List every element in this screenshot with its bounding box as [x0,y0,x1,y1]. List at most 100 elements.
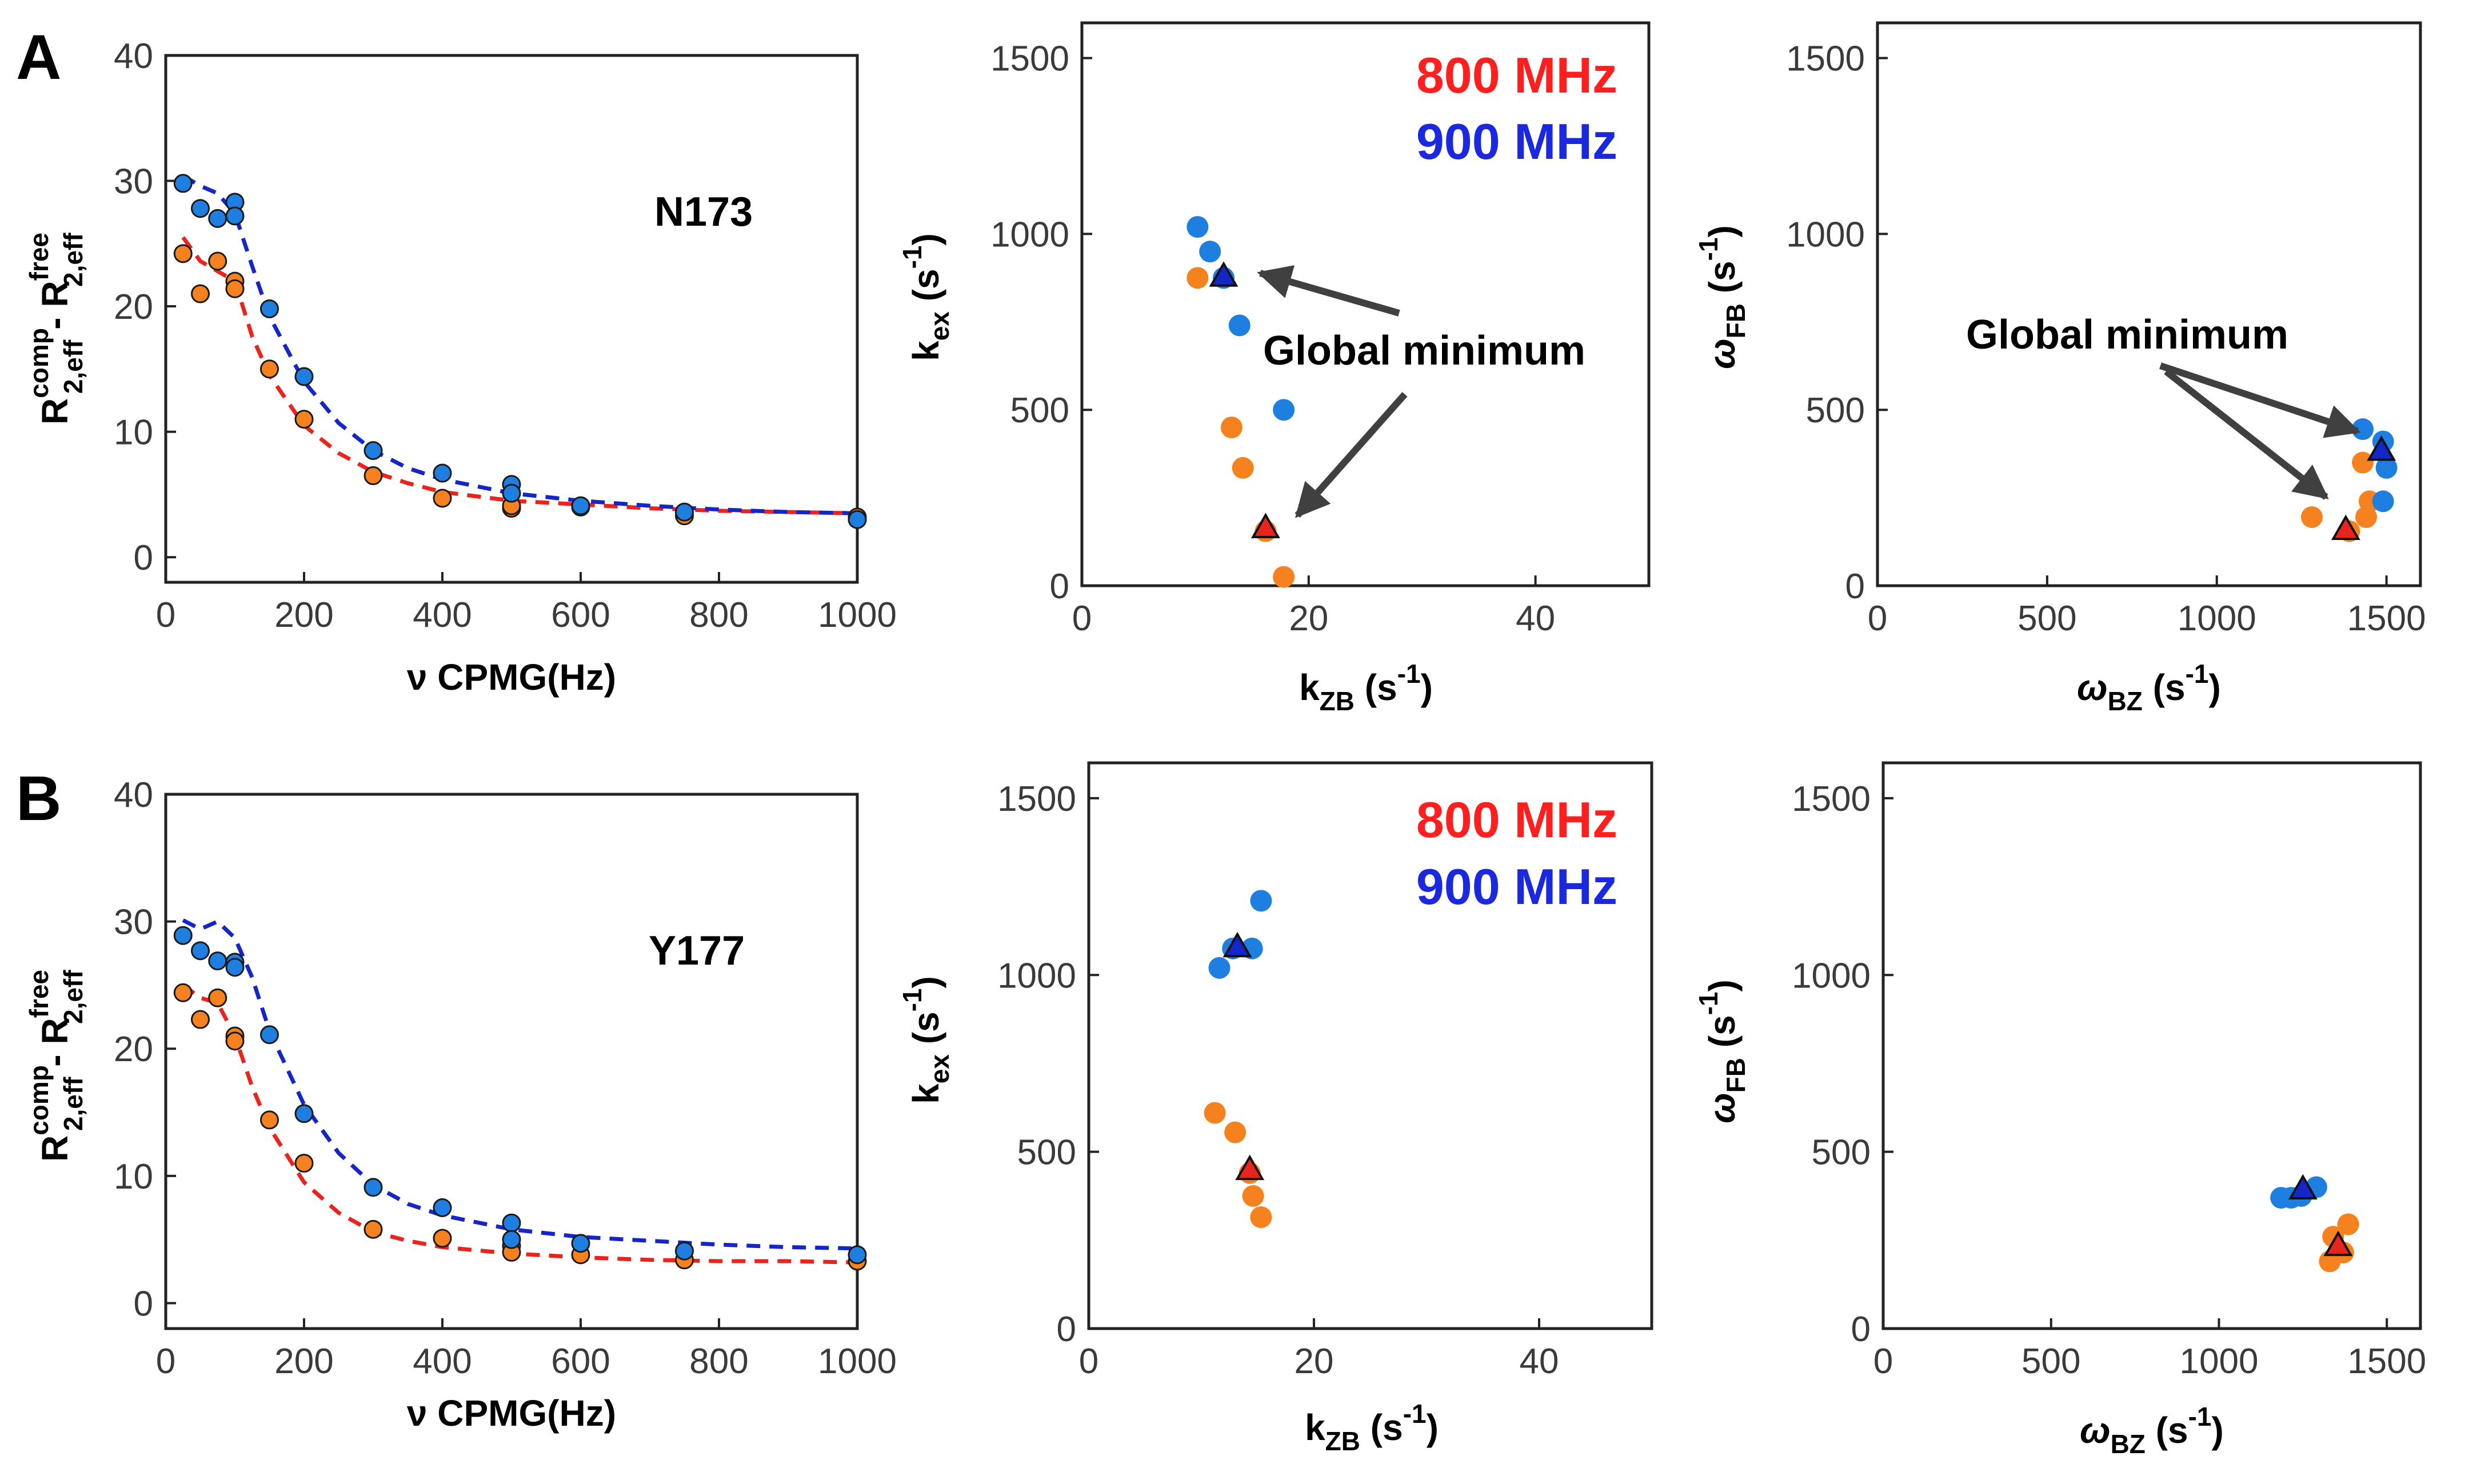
data-point-900 [1208,957,1230,979]
data-point-900 [675,1241,694,1261]
y-axis-label: ωFB (s-1) [1693,225,1751,369]
data-point-900 [260,299,279,318]
x-tick-label: 0 [1072,599,1092,638]
x-tick-label: 0 [156,595,175,635]
data-point-800 [2337,1213,2359,1235]
axes-frame [1080,21,1651,587]
y-tick-label: 1500 [1792,779,1871,819]
panel-letter-b: B [16,763,61,834]
axes-frame [1881,761,2422,1330]
y-tick-label: 500 [1806,391,1865,430]
panel-b-dispersion: 0 200 400 600 800 1000 0 10 20 30 40 Y177 ν CPMG(H… [24,775,897,1434]
data-point-800 [173,244,193,263]
data-point-800 [363,1219,383,1239]
data-point-800 [1186,267,1209,289]
x-tick-label: 0 [1868,599,1887,638]
y-tick-label: 1500 [990,39,1069,79]
data-point-900 [191,941,210,961]
data-point-800 [208,988,227,1007]
data-point-800 [260,359,279,379]
x-tick-label: 0 [1079,1342,1098,1381]
fit-curve-900 [182,918,858,1251]
data-point-900 [173,174,193,193]
y-axis-label: Rcomp 2,eff - Rfree 2,eff [24,970,88,1162]
data-point-800 [433,489,452,508]
y-tick-label: 20 [114,1030,153,1069]
global-minimum-900 [1209,261,1239,287]
x-axis-label: ωBZ (s-1) [2080,1402,2224,1459]
data-point-900 [173,926,193,945]
x-tick-label: 1000 [2178,599,2256,638]
y-tick-label: 10 [114,1157,153,1197]
x-tick-label: 800 [689,1342,748,1381]
data-point-900 [1250,890,1272,912]
x-tick-label: 200 [274,595,333,635]
data-point-900 [363,1178,383,1197]
y-tick-label: 500 [1017,1133,1076,1173]
data-point-900 [1186,216,1209,238]
global-minimum-800 [2331,514,2360,540]
y-tick-label: 0 [1050,567,1069,606]
y-axis-label: ωFB (s-1) [1693,979,1751,1123]
data-point-900 [433,463,452,483]
residue-label: N173 [654,189,753,235]
arrow-to-800-minimum [2164,369,2329,500]
y-tick-label: 30 [114,162,153,202]
data-point-900 [2372,490,2394,513]
x-tick-label: 20 [1289,599,1328,638]
panel-a-dispersion: 0 200 400 600 800 1000 0 10 20 30 40 N173 ν CPMG(H… [24,37,897,698]
data-point-800 [1273,566,1295,588]
global-minimum-900 [1222,931,1252,958]
data-point-800 [1250,1206,1272,1229]
x-tick-label: 800 [689,595,748,635]
residue-label: Y177 [649,928,745,974]
data-point-900 [848,1245,867,1265]
data-point-800 [1220,416,1243,438]
y-tick-label: 20 [114,287,153,327]
axes-frame [1087,761,1653,1330]
panel-letter-a: A [16,22,61,93]
data-point-900 [208,951,227,971]
y-tick-label: 0 [134,538,153,578]
data-point-800 [1242,1185,1264,1207]
x-tick-label: 0 [156,1342,175,1381]
data-point-900 [260,1025,279,1045]
global-minimum-900 [2367,435,2396,461]
arrow-to-900-minimum [1257,265,1400,317]
axes-frame [164,793,859,1330]
x-tick-label: 40 [1520,1342,1559,1381]
data-point-800 [1224,1121,1247,1143]
data-point-900 [225,206,245,226]
data-point-800 [225,279,245,298]
data-point-900 [502,1230,521,1249]
global-minimum-900 [2288,1174,2318,1200]
y-tick-label: 0 [1845,567,1865,606]
x-tick-label: 1000 [818,1342,897,1381]
x-tick-label: 500 [2017,599,2076,638]
y-axis-label: kex (s-1) [897,976,954,1104]
annotation-global-minimum: Global minimum [1263,328,1585,374]
data-point-900 [502,483,521,503]
fit-curve-800 [181,236,858,515]
x-axis-label: ν CPMG(Hz) [407,657,616,698]
fit-curve-900 [182,174,858,515]
y-axis-label: kex (s-1) [897,233,954,361]
x-tick-label: 20 [1295,1342,1334,1381]
y-tick-label: 10 [114,413,153,453]
x-tick-label: 0 [1873,1342,1893,1381]
data-point-800 [191,284,210,303]
data-point-900 [1228,314,1251,337]
data-point-900 [502,1213,521,1233]
x-tick-label: 400 [413,595,472,635]
y-tick-label: 1500 [997,779,1076,819]
data-point-800 [1204,1102,1226,1124]
data-point-900 [363,441,383,460]
data-point-900 [675,502,694,522]
x-tick-label: 600 [551,1342,610,1381]
legend-900: 900 MHz [1416,858,1617,915]
global-minimum-800 [1251,513,1280,538]
data-point-800 [260,1110,279,1130]
data-point-800 [2352,451,2374,474]
y-tick-label: 1000 [990,215,1069,254]
x-axis-label: kZB (s-1) [1299,659,1433,716]
